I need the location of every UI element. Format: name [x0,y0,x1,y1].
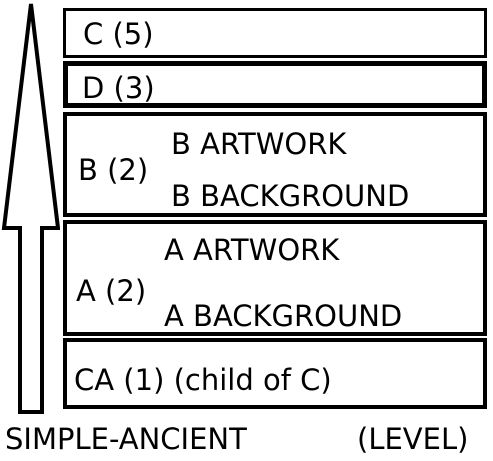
layer-c-label: C (5) [83,17,154,51]
level-label: (LEVEL) [357,422,469,456]
layer-b-background-label: B BACKGROUND [171,179,410,213]
layer-a-background-label: A BACKGROUND [164,299,403,333]
axis-label: SIMPLE-ANCIENT [5,422,247,456]
layer-a-artwork-label: A ARTWORK [164,233,340,267]
layer-c: C (5) [63,8,487,58]
layer-ca-label: CA (1) (child of C) [74,363,332,397]
layer-a-label: A (2) [76,274,147,308]
layer-b-label: B (2) [78,153,149,187]
layer-b-artwork-label: B ARTWORK [171,127,347,161]
layer-d: D (3) [63,61,487,108]
up-arrow-icon [1,3,60,414]
up-arrow-shape [1,3,60,414]
layer-ca: CA (1) (child of C) [63,338,487,409]
layer-b: B (2) B ARTWORK B BACKGROUND [63,112,487,217]
layer-d-label: D (3) [82,71,155,105]
layer-a: A (2) A ARTWORK A BACKGROUND [63,220,487,336]
